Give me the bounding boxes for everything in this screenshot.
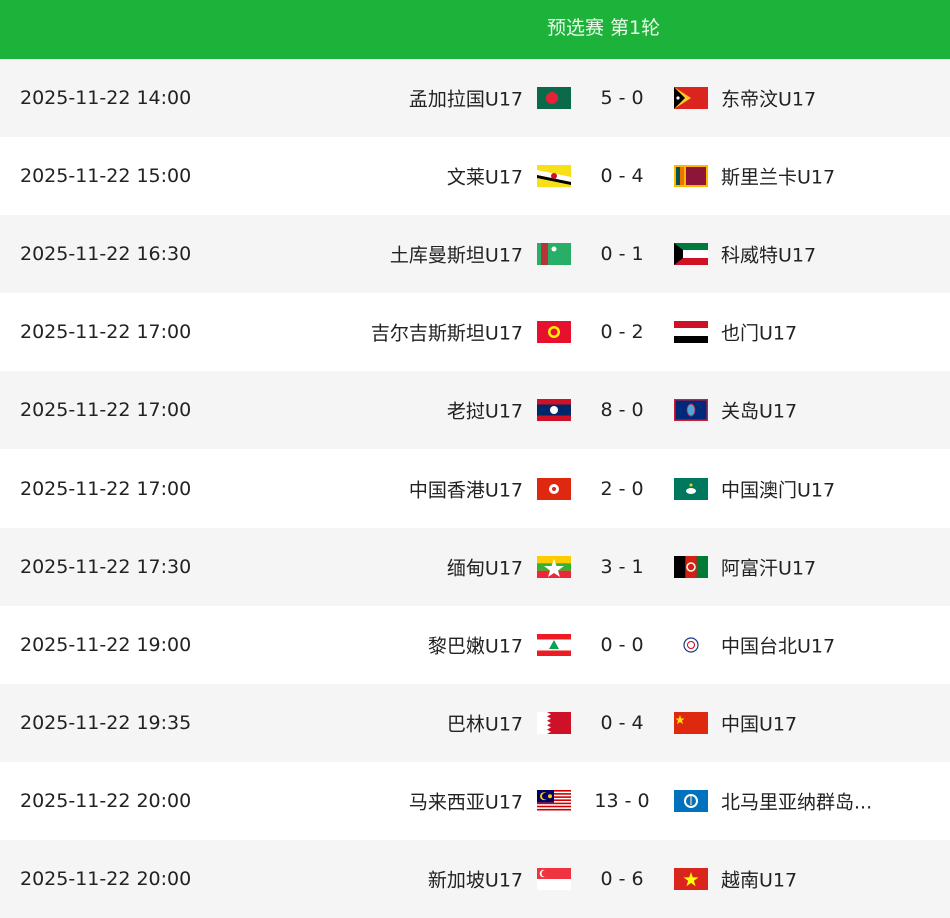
match-time: 2025-11-22 15:00: [20, 165, 192, 188]
myanmar-flag-icon: [537, 555, 571, 578]
brunei-flag-icon: [537, 165, 571, 188]
turkmenistan-flag-icon: [537, 243, 571, 266]
match-score: 0 - 6: [600, 867, 644, 890]
away-team[interactable]: 东帝汶U17: [721, 88, 817, 111]
home-team[interactable]: 黎巴嫩U17: [427, 635, 523, 658]
match-time: 2025-11-22 16:30: [20, 243, 192, 266]
home-team[interactable]: 缅甸U17: [446, 557, 523, 580]
away-team[interactable]: 越南U17: [721, 869, 798, 892]
home-team[interactable]: 中国香港U17: [408, 479, 523, 502]
away-team[interactable]: 北马里亚纳群岛...: [721, 791, 873, 814]
match-time: 2025-11-22 17:00: [20, 321, 192, 344]
match-score: 8 - 0: [600, 399, 644, 422]
match-row[interactable]: 2025-11-22 16:30 土库曼斯坦U17 0 - 1 科威特U17: [0, 215, 950, 294]
vietnam-flag-icon: [674, 867, 708, 890]
match-score: 2 - 0: [600, 477, 644, 500]
match-score: 5 - 0: [600, 87, 644, 110]
away-team[interactable]: 中国台北U17: [721, 635, 836, 658]
kuwait-flag-icon: [674, 243, 708, 266]
home-team[interactable]: 文莱U17: [446, 166, 523, 189]
match-time: 2025-11-22 19:00: [20, 633, 192, 656]
match-time: 2025-11-22 19:35: [20, 711, 192, 734]
sri-lanka-flag-icon: [674, 165, 708, 188]
guam-flag-icon: [674, 399, 708, 422]
home-team[interactable]: 马来西亚U17: [408, 791, 523, 814]
away-team[interactable]: 也门U17: [721, 322, 798, 345]
chinese-taipei-flag-icon: [674, 633, 708, 656]
singapore-flag-icon: [537, 867, 571, 890]
kyrgyzstan-flag-icon: [537, 321, 571, 344]
home-team[interactable]: 巴林U17: [446, 713, 523, 736]
home-team[interactable]: 土库曼斯坦U17: [389, 244, 523, 267]
match-score: 0 - 4: [600, 711, 644, 734]
macau-flag-icon: [674, 477, 708, 500]
match-row[interactable]: 2025-11-22 19:00 黎巴嫩U17 0 - 0 中国台北U17: [0, 605, 950, 684]
away-team[interactable]: 中国澳门U17: [721, 479, 836, 502]
match-time: 2025-11-22 17:00: [20, 399, 192, 422]
match-score: 0 - 1: [600, 243, 644, 266]
match-row[interactable]: 2025-11-22 17:00 吉尔吉斯斯坦U17 0 - 2 也门U17: [0, 293, 950, 372]
match-score: 13 - 0: [594, 789, 650, 812]
china-flag-icon: [674, 711, 708, 734]
home-team[interactable]: 老挝U17: [446, 400, 523, 423]
match-row[interactable]: 2025-11-22 20:00 新加坡U17 0 - 6 越南U17: [0, 839, 950, 918]
match-row[interactable]: 2025-11-22 19:35 巴林U17 0 - 4 中国U17: [0, 683, 950, 762]
yemen-flag-icon: [674, 321, 708, 344]
match-row[interactable]: 2025-11-22 15:00 文莱U17 0 - 4 斯里兰卡U17: [0, 137, 950, 216]
match-time: 2025-11-22 20:00: [20, 789, 192, 812]
match-row[interactable]: 2025-11-22 20:00 马来西亚U17 13 - 0 北马里亚纳群岛...: [0, 761, 950, 840]
match-row[interactable]: 2025-11-22 17:00 老挝U17 8 - 0 关岛U17: [0, 371, 950, 450]
northern-mariana-islands-flag-icon: [674, 789, 708, 812]
away-team[interactable]: 斯里兰卡U17: [721, 166, 836, 189]
hong-kong-flag-icon: [537, 477, 571, 500]
home-team[interactable]: 吉尔吉斯斯坦U17: [370, 322, 523, 345]
away-team[interactable]: 科威特U17: [721, 244, 817, 267]
home-team[interactable]: 孟加拉国U17: [408, 88, 523, 111]
match-time: 2025-11-22 14:00: [20, 87, 192, 110]
laos-flag-icon: [537, 399, 571, 422]
bangladesh-flag-icon: [537, 87, 571, 110]
match-row[interactable]: 2025-11-22 14:00 孟加拉国U17 5 - 0 东帝汶U17: [0, 59, 950, 138]
match-time: 2025-11-22 20:00: [20, 867, 192, 890]
round-header: 预选赛 第1轮: [0, 0, 950, 59]
away-team[interactable]: 关岛U17: [721, 400, 798, 423]
home-team[interactable]: 新加坡U17: [427, 869, 523, 892]
away-team[interactable]: 中国U17: [721, 713, 798, 736]
match-row[interactable]: 2025-11-22 17:30 缅甸U17 3 - 1 阿富汗U17: [0, 527, 950, 606]
match-score: 3 - 1: [600, 555, 644, 578]
round-title: 预选赛 第1轮: [547, 17, 661, 39]
away-team[interactable]: 阿富汗U17: [721, 557, 817, 580]
malaysia-flag-icon: [537, 789, 571, 812]
match-score: 0 - 4: [600, 165, 644, 188]
match-time: 2025-11-22 17:00: [20, 477, 192, 500]
afghanistan-flag-icon: [674, 555, 708, 578]
bahrain-flag-icon: [537, 711, 571, 734]
match-time: 2025-11-22 17:30: [20, 555, 192, 578]
match-score: 0 - 2: [600, 321, 644, 344]
lebanon-flag-icon: [537, 633, 571, 656]
match-list: 2025-11-22 14:00 孟加拉国U17 5 - 0 东帝汶U17 2025-1…: [0, 59, 950, 918]
timor-leste-flag-icon: [674, 87, 708, 110]
match-row[interactable]: 2025-11-22 17:00 中国香港U17 2 - 0 中国澳门U17: [0, 449, 950, 528]
match-score: 0 - 0: [600, 633, 644, 656]
